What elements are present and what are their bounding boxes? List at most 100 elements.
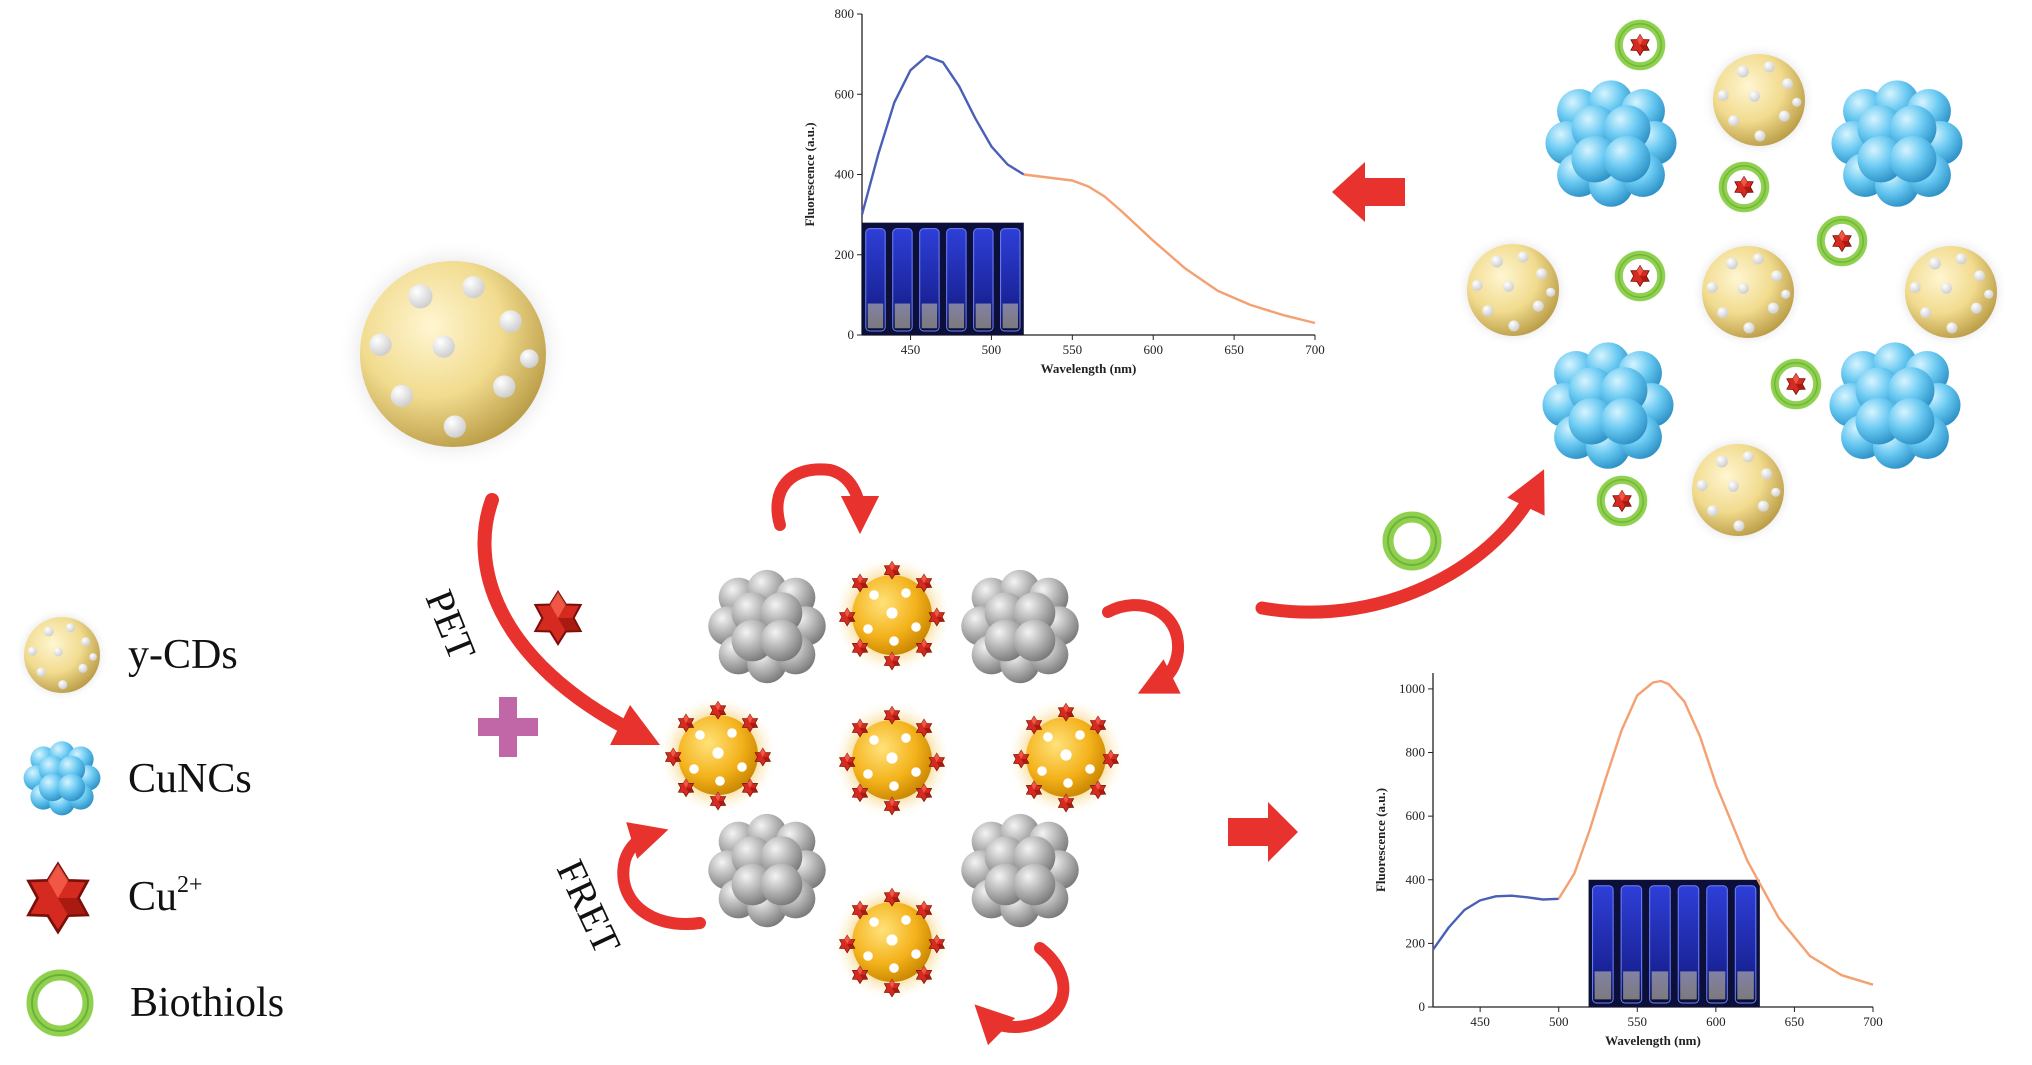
x-tick-label: 700 [1305,342,1325,357]
vial-liquid [1623,971,1640,1000]
vial-liquid [1708,971,1726,1000]
curved-arrow [1102,599,1184,694]
legend-item-ycds: y-CDs [14,607,238,703]
svg-text:Cu2+: Cu2+ [128,872,203,920]
y-tick-label: 200 [1406,935,1426,950]
legend-label-biothiols: Biothiols [130,980,284,1026]
cu-loaded-ycd [660,697,776,813]
bottom-chart-xlabel: Wavelength (nm) [1605,1033,1701,1048]
vial-liquid [948,303,965,329]
ycd-particle [1893,234,2009,350]
y-tick-label: 600 [835,86,855,101]
right-block-arrow [1228,802,1298,862]
x-tick-label: 650 [1785,1014,1805,1029]
y-tick-label: 600 [1406,808,1426,823]
vial-photo-background [862,222,1024,335]
ycd-particle [1455,232,1571,348]
x-tick-label: 450 [1470,1014,1490,1029]
biothiol-cu-complex [1592,471,1652,531]
x-tick-label: 600 [1706,1014,1726,1029]
bottom-chart-inset-photo [1588,879,1760,1007]
biothiol-cu-complex [1812,211,1872,271]
biothiol-cu-complex [1610,246,1670,306]
cu-loaded-ycd [1008,699,1124,815]
legend: y-CDs CuNCs Cu2+ Biothiols [14,607,284,1037]
biothiol-reagent-icon [1382,511,1442,571]
cuncs-cluster [1829,342,1961,469]
spectrum-series-1 [1557,679,1874,986]
legend-label-ycds: y-CDs [128,632,238,678]
legend-label-cuncs: CuNCs [128,756,252,802]
initial-ycd-particle [336,237,570,471]
legend-label-cu: Cu [128,874,177,920]
cu-loaded-ycd [834,557,950,673]
fret-arrow [617,822,706,930]
y-tick-label: 0 [848,327,855,342]
legend-label-cu-superscript: 2+ [177,872,203,898]
vial-liquid [1680,971,1697,1000]
pet-arrow [477,493,661,746]
vial-liquid [975,303,992,329]
cuncs-cluster [1542,342,1674,469]
quenched-assembly [660,557,1124,1000]
gray-cluster [961,569,1079,684]
ycd-particle [1701,42,1817,158]
bottom-spectrum-chart: 450 500 550 600 650 700 0 200 400 600 800 1000 Wave… [1373,673,1883,1048]
bottom-chart-ticks: 450 500 550 600 650 700 0 200 400 600 800 1000 [1399,681,1883,1029]
y-tick-label: 800 [1406,745,1426,760]
cuncs-cluster [1545,80,1677,207]
biothiol-cu-complex [1766,354,1826,414]
legend-item-cuncs: CuNCs [23,741,252,816]
y-tick-label: 400 [1406,872,1426,887]
bottom-chart-ylabel: Fluorescence (a.u.) [1373,788,1388,892]
x-tick-label: 450 [901,342,921,357]
ycd-particle [1680,432,1796,548]
biothiol-cu-complex [1610,15,1670,75]
x-tick-label: 500 [1549,1014,1569,1029]
cu-ion-reagent-icon [535,592,580,644]
top-chart-inset-photo [862,222,1024,335]
blue-copper-nanocluster-icon [23,741,101,816]
top-chart-ylabel: Fluorescence (a.u.) [802,122,817,226]
vial-liquid [1594,971,1612,1000]
x-tick-label: 600 [1143,342,1163,357]
cu-loaded-ycd [834,702,950,818]
pet-label: PET [417,584,485,667]
top-chart-ticks: 450 500 550 600 650 700 0 200 400 600 800 [835,6,1325,357]
gray-cluster [708,569,826,684]
restored-assembly [1455,15,2009,548]
vial-liquid [894,303,911,329]
vial-liquid [1651,971,1669,1000]
y-tick-label: 800 [835,6,855,21]
vial-liquid [1002,303,1019,329]
cuncs-cluster [1831,80,1963,207]
vial-liquid [1737,971,1754,1000]
bottom-chart-series [1432,679,1874,986]
green-ring-biothiol-icon [26,969,94,1037]
red-star-copper-ion-icon [28,864,87,932]
x-tick-label: 500 [982,342,1002,357]
y-tick-label: 200 [835,247,855,262]
x-tick-label: 550 [1628,1014,1648,1029]
vial-photo-background [1588,879,1760,1007]
top-spectrum-chart: 450 500 550 600 650 700 0 200 400 600 800 Waveleng… [802,6,1325,376]
top-chart-series [860,54,1316,325]
spectrum-series-0 [860,54,1025,215]
yellow-carbon-dot-icon [14,607,110,703]
cu-loaded-ycd [834,884,950,1000]
x-tick-label: 550 [1063,342,1083,357]
spectrum-series-0 [1432,894,1559,951]
ycd-particle [1690,234,1806,350]
legend-item-cu-ion: Cu2+ [28,864,203,932]
vial-liquid [921,303,938,329]
y-tick-label: 0 [1419,999,1426,1014]
spectrum-series-1 [1023,173,1316,325]
biothiol-cu-complex [1714,157,1774,217]
curved-arrow [771,463,880,535]
top-chart-xlabel: Wavelength (nm) [1041,361,1137,376]
x-tick-label: 700 [1863,1014,1883,1029]
gray-cluster [708,813,826,928]
plus-icon [478,697,538,757]
left-block-arrow [1332,162,1405,222]
y-tick-label: 1000 [1399,681,1425,696]
